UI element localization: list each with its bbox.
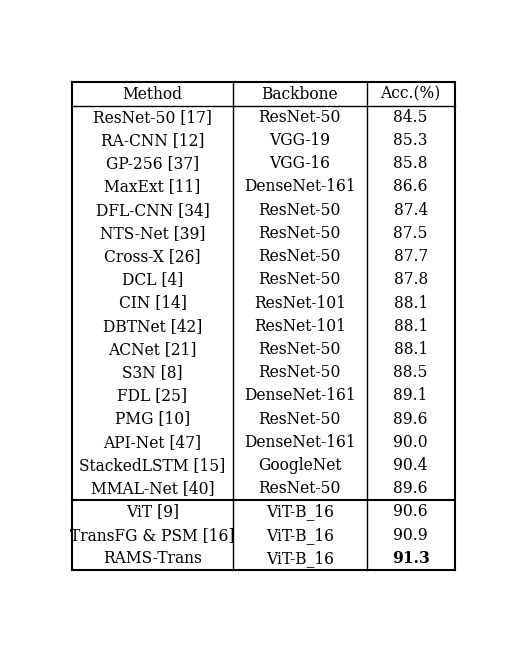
Text: RA-CNN [12]: RA-CNN [12]: [101, 132, 204, 149]
Text: DenseNet-161: DenseNet-161: [244, 434, 356, 451]
Text: ResNet-50 [17]: ResNet-50 [17]: [93, 109, 212, 126]
Text: 85.3: 85.3: [393, 132, 428, 149]
Text: 90.6: 90.6: [393, 503, 428, 521]
Text: 88.1: 88.1: [394, 295, 428, 311]
Text: DBTNet [42]: DBTNet [42]: [103, 318, 202, 335]
Text: 90.9: 90.9: [393, 526, 428, 544]
Text: API-Net [47]: API-Net [47]: [103, 434, 201, 451]
Text: 90.0: 90.0: [393, 434, 428, 451]
Text: Backbone: Backbone: [262, 86, 338, 103]
Text: 87.5: 87.5: [393, 225, 428, 242]
Text: 89.6: 89.6: [393, 480, 428, 497]
Text: ACNet [21]: ACNet [21]: [108, 341, 197, 358]
Text: RAMS-Trans: RAMS-Trans: [103, 550, 202, 567]
Text: ResNet-50: ResNet-50: [259, 271, 341, 288]
Text: 84.5: 84.5: [393, 109, 428, 126]
Text: 87.7: 87.7: [394, 248, 428, 265]
Text: VGG-19: VGG-19: [269, 132, 331, 149]
Text: ResNet-101: ResNet-101: [254, 295, 346, 311]
Text: MMAL-Net [40]: MMAL-Net [40]: [90, 480, 214, 497]
Text: 87.8: 87.8: [394, 271, 428, 288]
Text: ViT [9]: ViT [9]: [126, 503, 179, 521]
Text: ResNet-101: ResNet-101: [254, 318, 346, 335]
Text: ResNet-50: ResNet-50: [259, 225, 341, 242]
Text: ResNet-50: ResNet-50: [259, 202, 341, 218]
Text: 87.4: 87.4: [394, 202, 428, 218]
Text: ResNet-50: ResNet-50: [259, 248, 341, 265]
Text: TransFG & PSM [16]: TransFG & PSM [16]: [70, 526, 235, 544]
Text: 91.3: 91.3: [392, 550, 430, 567]
Text: NTS-Net [39]: NTS-Net [39]: [100, 225, 205, 242]
Text: DenseNet-161: DenseNet-161: [244, 388, 356, 404]
Text: MaxExt [11]: MaxExt [11]: [104, 178, 200, 196]
Text: 88.1: 88.1: [394, 318, 428, 335]
Text: 88.5: 88.5: [393, 364, 428, 381]
Text: DFL-CNN [34]: DFL-CNN [34]: [96, 202, 210, 218]
Text: 88.1: 88.1: [394, 341, 428, 358]
Text: ResNet-50: ResNet-50: [259, 480, 341, 497]
Text: ResNet-50: ResNet-50: [259, 364, 341, 381]
Text: FDL [25]: FDL [25]: [118, 388, 188, 404]
Text: ResNet-50: ResNet-50: [259, 411, 341, 428]
Text: ResNet-50: ResNet-50: [259, 109, 341, 126]
Text: 85.8: 85.8: [393, 155, 428, 172]
Text: ViT-B_16: ViT-B_16: [266, 526, 334, 544]
Text: Cross-X [26]: Cross-X [26]: [104, 248, 201, 265]
Text: ResNet-50: ResNet-50: [259, 341, 341, 358]
Text: DCL [4]: DCL [4]: [122, 271, 183, 288]
Text: VGG-16: VGG-16: [269, 155, 331, 172]
Text: GoogleNet: GoogleNet: [258, 457, 341, 474]
Text: Method: Method: [122, 86, 182, 103]
Text: ViT-B_16: ViT-B_16: [266, 550, 334, 567]
Text: 89.6: 89.6: [393, 411, 428, 428]
Text: 89.1: 89.1: [394, 388, 428, 404]
Text: StackedLSTM [15]: StackedLSTM [15]: [79, 457, 226, 474]
Text: ViT-B_16: ViT-B_16: [266, 503, 334, 521]
Text: CIN [14]: CIN [14]: [119, 295, 187, 311]
Text: 86.6: 86.6: [393, 178, 428, 196]
Text: PMG [10]: PMG [10]: [115, 411, 190, 428]
Text: S3N [8]: S3N [8]: [122, 364, 183, 381]
Text: DenseNet-161: DenseNet-161: [244, 178, 356, 196]
Text: GP-256 [37]: GP-256 [37]: [106, 155, 199, 172]
Text: 90.4: 90.4: [393, 457, 428, 474]
Text: Acc.(%): Acc.(%): [380, 86, 441, 103]
